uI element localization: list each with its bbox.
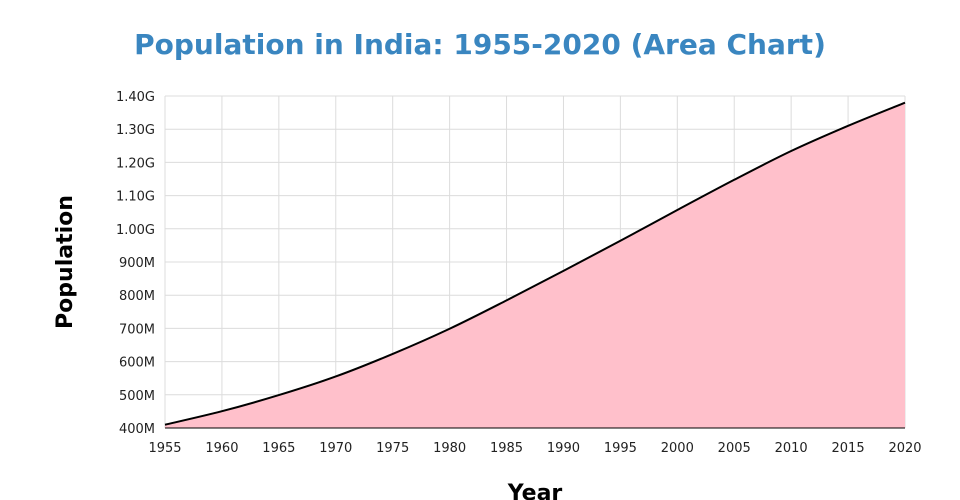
population-area [165, 102, 905, 428]
x-tick-label-1970: 1970 [319, 441, 352, 456]
y-axis-label: Population [53, 195, 78, 329]
y-tick-label-1.30G: 1.30G [116, 123, 155, 138]
x-tick-label-2005: 2005 [718, 441, 751, 456]
x-tick-label-1990: 1990 [547, 441, 580, 456]
x-tick-label-1965: 1965 [262, 441, 295, 456]
y-tick-label-800M: 800M [119, 289, 155, 304]
x-tick-label-2010: 2010 [775, 441, 808, 456]
x-tick-label-1955: 1955 [148, 441, 181, 456]
x-axis-ticks: 1955 1960 1965 1970 1975 1980 1985 1990 1995 2000… [148, 441, 921, 456]
y-tick-label-500M: 500M [119, 389, 155, 404]
x-tick-label-1980: 1980 [433, 441, 466, 456]
y-tick-label-400M: 400M [119, 422, 155, 437]
population-line [164, 101, 906, 426]
x-tick-label-2020: 2020 [888, 441, 921, 456]
x-tick-label-2000: 2000 [661, 441, 694, 456]
x-tick-label-1985: 1985 [490, 441, 523, 456]
y-axis-ticks: 400M 500M 600M 700M 800M 900M 1.00G 1.10G 1.20G 1… [116, 90, 155, 437]
y-tick-label-600M: 600M [119, 356, 155, 371]
chart-title: Population in India: 1955-2020 (Area Cha… [134, 28, 826, 61]
x-tick-label-1975: 1975 [376, 441, 409, 456]
y-tick-label-1.40G: 1.40G [116, 90, 155, 105]
y-tick-label-1.00G: 1.00G [116, 223, 155, 238]
y-tick-label-1.10G: 1.10G [116, 190, 155, 205]
x-tick-label-1995: 1995 [604, 441, 637, 456]
y-tick-label-1.20G: 1.20G [116, 156, 155, 171]
x-axis-label: Year [507, 481, 563, 500]
x-tick-label-2015: 2015 [832, 441, 865, 456]
x-tick-label-1960: 1960 [205, 441, 238, 456]
y-tick-label-900M: 900M [119, 256, 155, 271]
y-tick-label-700M: 700M [119, 322, 155, 337]
